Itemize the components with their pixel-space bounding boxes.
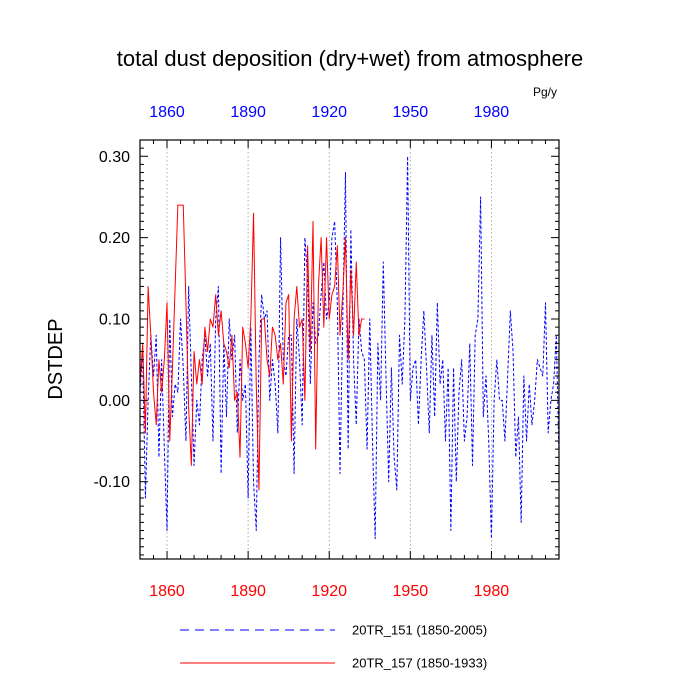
x-tick-label-top: 1920 (311, 104, 347, 121)
y-axis-ticks: 0.30 0.20 0.10 0.00 -0.10 (94, 139, 559, 556)
grid-lines (166, 140, 492, 559)
y-tick-label: -0.10 (94, 474, 131, 491)
plot-area (140, 155, 559, 540)
x-tick-label-bottom: 1890 (230, 583, 266, 600)
legend-label-157: 20TR_157 (1850-1933) (352, 656, 487, 671)
chart-title: total dust deposition (dry+wet) from atm… (117, 46, 584, 71)
plot-frame (139, 139, 560, 560)
y-tick-label: 0.20 (99, 230, 130, 247)
y-tick-label: 0.00 (99, 393, 130, 410)
y-axis-label: DSTDEP (45, 318, 67, 399)
x-tick-label-top: 1980 (474, 104, 510, 121)
y-tick-label: 0.10 (99, 311, 130, 328)
series-lines (140, 155, 559, 540)
x-tick-label-bottom: 1950 (393, 583, 429, 600)
legend: 20TR_151 (1850-2005) 20TR_157 (1850-1933… (180, 623, 487, 671)
x-tick-label-bottom: 1980 (474, 583, 510, 600)
x-tick-label-top: 1890 (230, 104, 266, 121)
x-axis-top-ticks: 1860 1890 1920 1950 1980 (139, 104, 560, 148)
series-line-20tr-151 (140, 155, 559, 540)
series-line-20tr-157 (140, 204, 365, 491)
x-tick-label-bottom: 1920 (311, 583, 347, 600)
units-label: Pg/y (533, 85, 557, 99)
legend-label-151: 20TR_151 (1850-2005) (352, 623, 487, 638)
x-tick-label-bottom: 1860 (149, 583, 185, 600)
y-tick-label: 0.30 (99, 149, 130, 166)
x-axis-bottom-ticks: 1860 1890 1920 1950 1980 (139, 551, 560, 600)
x-tick-label-top: 1950 (393, 104, 429, 121)
x-tick-label-top: 1860 (149, 104, 185, 121)
